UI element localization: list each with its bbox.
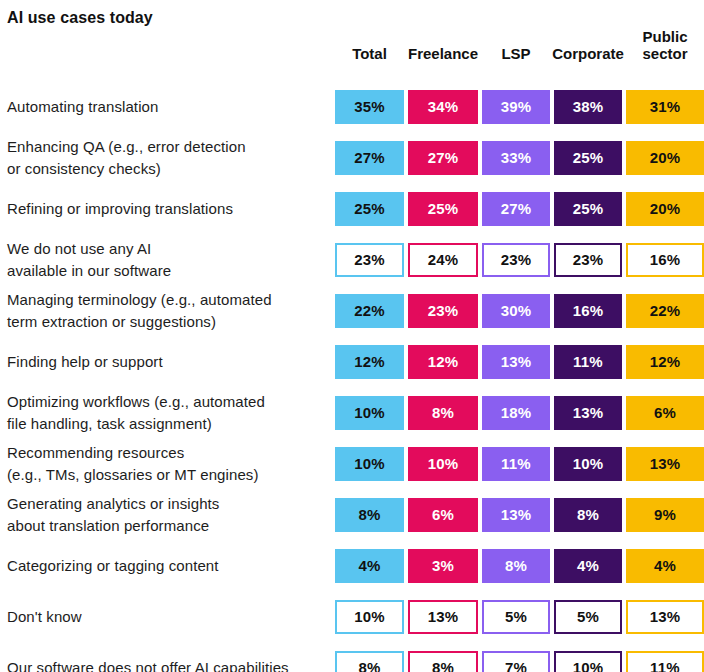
value-cell: 13% xyxy=(408,600,478,634)
value-cell: 20% xyxy=(626,192,704,226)
value-cell: 8% xyxy=(554,498,622,532)
column-header-public-sector: Public sector xyxy=(626,30,704,67)
value-cell: 25% xyxy=(408,192,478,226)
chart-page: AI use cases today Total Freelance LSP C… xyxy=(0,0,704,672)
value-cell: 7% xyxy=(482,651,550,672)
chart-title: AI use cases today xyxy=(7,8,704,30)
value-cell: 13% xyxy=(626,600,704,634)
column-header-freelance: Freelance xyxy=(408,30,478,67)
header-corner-spacer xyxy=(7,30,331,67)
value-cell: 8% xyxy=(482,549,550,583)
value-cell: 13% xyxy=(554,396,622,430)
column-header-lsp: LSP xyxy=(482,30,550,67)
value-cell: 20% xyxy=(626,141,704,175)
value-cell: 10% xyxy=(335,447,404,481)
value-cell: 30% xyxy=(482,294,550,328)
value-cell: 12% xyxy=(335,345,404,379)
value-cell: 35% xyxy=(335,90,404,124)
row-label: We do not use any AI available in our so… xyxy=(7,234,331,285)
value-cell: 23% xyxy=(482,243,550,277)
value-cell: 10% xyxy=(554,447,622,481)
value-cell: 11% xyxy=(626,651,704,672)
value-cell: 16% xyxy=(626,243,704,277)
value-cell: 27% xyxy=(335,141,404,175)
value-cell: 13% xyxy=(482,498,550,532)
value-cell: 11% xyxy=(554,345,622,379)
value-cell: 22% xyxy=(335,294,404,328)
row-label: Managing terminology (e.g., automated te… xyxy=(7,285,331,336)
value-cell: 10% xyxy=(408,447,478,481)
value-cell: 8% xyxy=(408,396,478,430)
row-label: Finding help or support xyxy=(7,336,331,387)
value-cell: 13% xyxy=(482,345,550,379)
value-cell: 8% xyxy=(335,651,404,672)
value-cell: 23% xyxy=(408,294,478,328)
row-label: Categorizing or tagging content xyxy=(7,540,331,591)
value-cell: 34% xyxy=(408,90,478,124)
value-cell: 5% xyxy=(482,600,550,634)
column-header-total: Total xyxy=(335,30,404,67)
value-cell: 6% xyxy=(626,396,704,430)
value-cell: 23% xyxy=(335,243,404,277)
row-label: Enhancing QA (e.g., error detection or c… xyxy=(7,132,331,183)
row-label: Recommending resources (e.g., TMs, gloss… xyxy=(7,438,331,489)
value-cell: 8% xyxy=(335,498,404,532)
value-cell: 27% xyxy=(482,192,550,226)
value-cell: 4% xyxy=(626,549,704,583)
row-label: Refining or improving translations xyxy=(7,183,331,234)
value-cell: 10% xyxy=(335,396,404,430)
value-cell: 13% xyxy=(626,447,704,481)
value-cell: 4% xyxy=(335,549,404,583)
value-cell: 16% xyxy=(554,294,622,328)
value-cell: 24% xyxy=(408,243,478,277)
row-label: Our software does not offer AI capabilit… xyxy=(7,642,331,672)
value-cell: 25% xyxy=(335,192,404,226)
row-label: Automating translation xyxy=(7,81,331,132)
chart-grid: Total Freelance LSP Corporate Public sec… xyxy=(7,30,704,672)
row-label: Optimizing workflows (e.g., automated fi… xyxy=(7,387,331,438)
value-cell: 22% xyxy=(626,294,704,328)
value-cell: 25% xyxy=(554,141,622,175)
value-cell: 39% xyxy=(482,90,550,124)
value-cell: 4% xyxy=(554,549,622,583)
value-cell: 9% xyxy=(626,498,704,532)
value-cell: 23% xyxy=(554,243,622,277)
value-cell: 8% xyxy=(408,651,478,672)
row-label: Generating analytics or insights about t… xyxy=(7,489,331,540)
value-cell: 11% xyxy=(482,447,550,481)
value-cell: 31% xyxy=(626,90,704,124)
value-cell: 12% xyxy=(626,345,704,379)
value-cell: 10% xyxy=(335,600,404,634)
value-cell: 12% xyxy=(408,345,478,379)
value-cell: 18% xyxy=(482,396,550,430)
value-cell: 10% xyxy=(554,651,622,672)
value-cell: 25% xyxy=(554,192,622,226)
row-label: Don't know xyxy=(7,591,331,642)
value-cell: 38% xyxy=(554,90,622,124)
value-cell: 6% xyxy=(408,498,478,532)
value-cell: 27% xyxy=(408,141,478,175)
value-cell: 33% xyxy=(482,141,550,175)
column-header-corporate: Corporate xyxy=(554,30,622,67)
value-cell: 3% xyxy=(408,549,478,583)
value-cell: 5% xyxy=(554,600,622,634)
